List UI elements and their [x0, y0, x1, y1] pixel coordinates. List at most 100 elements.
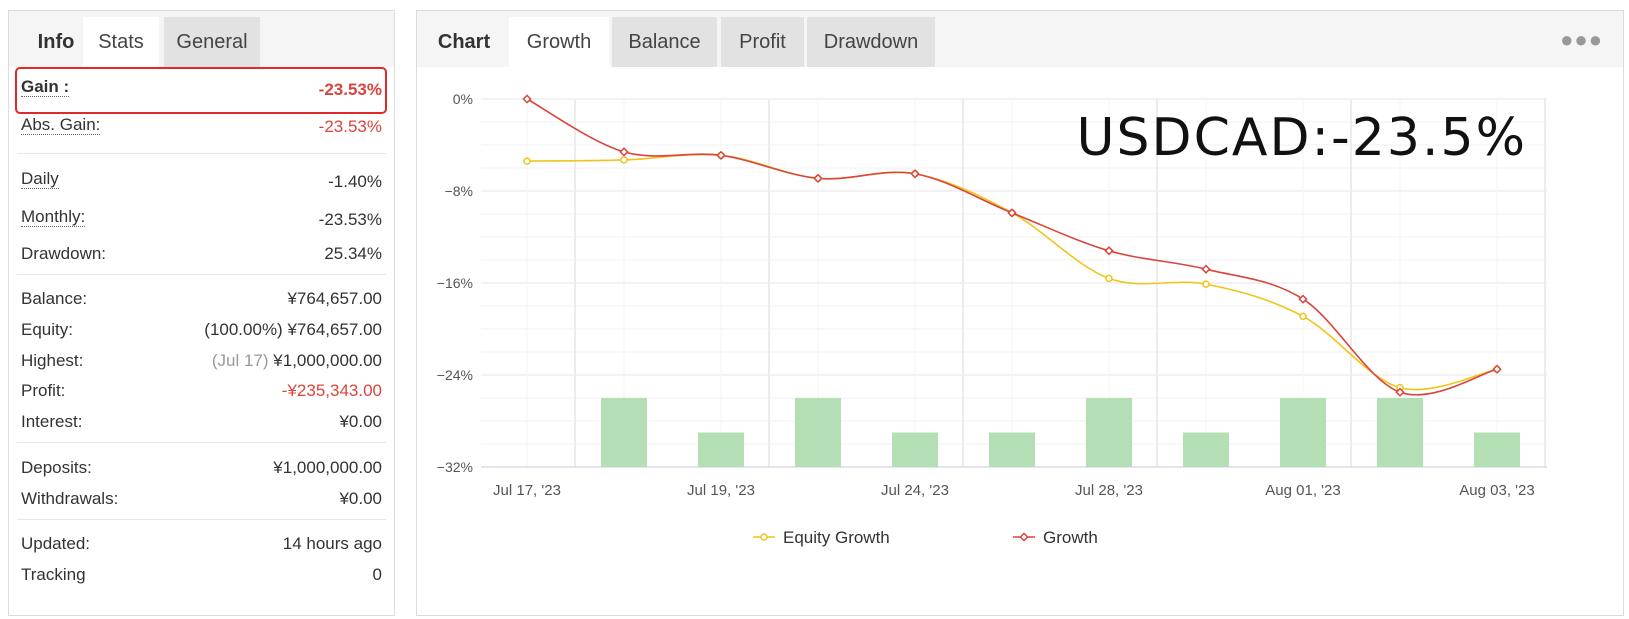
deposits-value: ¥1,000,000.00 [273, 458, 382, 477]
info-tabbar: Info Stats General [9, 11, 394, 67]
growth-chart: 0% −8% −16% −24% −32% Jul 17, '23 Jul 19, '23 J… [437, 91, 1547, 547]
bar [795, 398, 841, 467]
gain-label[interactable]: Gain : [21, 77, 70, 97]
highest-label: Highest: [21, 351, 84, 370]
abs-gain-value: -23.53% [318, 117, 382, 136]
tab-chart[interactable]: Chart [437, 31, 491, 53]
y-tick-label: −16% [437, 275, 473, 291]
withdrawals-value: ¥0.00 [339, 489, 382, 508]
monthly-value: -23.53% [318, 210, 382, 229]
chart-overlay-title: USDCAD:-23.5% [1076, 108, 1527, 168]
growth-point [1201, 264, 1211, 274]
drawdown-value: 25.34% [324, 244, 382, 263]
y-tick-label: −32% [437, 459, 473, 475]
bar [1183, 432, 1229, 467]
tab-balance[interactable]: Balance [612, 17, 717, 67]
growth-point [619, 147, 629, 157]
x-tick-label: Jul 28, '23 [1075, 482, 1143, 499]
equity-row: Equity: (100.00%) ¥764,657.00 [21, 314, 382, 344]
more-options-icon[interactable]: ●●● [1560, 27, 1603, 52]
profit-label: Profit: [21, 381, 66, 400]
gain-value: -23.53% [318, 80, 382, 99]
deposits-label: Deposits: [21, 458, 92, 477]
daily-value: -1.40% [328, 172, 382, 191]
highest-row: Highest: (Jul 17) ¥1,000,000.00 [21, 345, 382, 375]
bar [892, 432, 938, 467]
growth-point [522, 94, 532, 104]
bar [989, 432, 1035, 467]
x-tick-label: Aug 03, '23 [1459, 482, 1534, 499]
legend-growth-label: Growth [1043, 528, 1098, 547]
updated-row: Updated: 14 hours ago [21, 528, 382, 558]
monthly-row: Monthly: -23.53% [21, 201, 382, 231]
withdrawals-label: Withdrawals: [21, 489, 119, 508]
growth-point [1007, 208, 1017, 218]
deposits-row: Deposits: ¥1,000,000.00 [21, 452, 382, 482]
equity-growth-point [523, 157, 531, 165]
drawdown-label: Drawdown: [21, 244, 107, 263]
bar [1474, 432, 1520, 467]
equity-percent: (100.00%) [204, 320, 283, 339]
tab-drawdown[interactable]: Drawdown [807, 17, 935, 67]
highest-value: ¥1,000,000.00 [273, 351, 382, 370]
x-tick-label: Jul 17, '23 [493, 482, 561, 499]
y-tick-label: −8% [445, 183, 473, 199]
bar [698, 432, 744, 467]
profit-row: Profit: -¥235,343.00 [21, 375, 382, 405]
chart-panel: Chart Growth Balance Profit Drawdown ●●●… [416, 10, 1624, 616]
growth-point [1298, 294, 1308, 304]
divider [17, 153, 386, 154]
equity-growth-point [1202, 280, 1210, 288]
highest-date: (Jul 17) [211, 351, 269, 370]
legend-growth-marker [1019, 532, 1029, 542]
growth-point [1492, 364, 1502, 374]
gain-highlight-box [15, 67, 387, 114]
x-tick-label: Aug 01, '23 [1265, 482, 1340, 499]
tab-profit[interactable]: Profit [721, 17, 804, 67]
updated-value: 14 hours ago [282, 534, 382, 553]
equity-growth-point [1299, 312, 1307, 321]
bar [1377, 398, 1423, 467]
growth-point [1395, 387, 1405, 397]
growth-point [910, 169, 920, 179]
tab-info[interactable]: Info [37, 31, 75, 53]
highest-value-group: (Jul 17) ¥1,000,000.00 [212, 351, 382, 371]
tracking-label: Tracking [21, 565, 86, 584]
daily-row: Daily -1.40% [21, 163, 382, 193]
updated-label: Updated: [21, 534, 90, 553]
gain-row: Gain : -23.53% [21, 71, 382, 101]
balance-label: Balance: [21, 289, 88, 308]
monthly-label[interactable]: Monthly: [21, 207, 86, 227]
tab-stats[interactable]: Stats [83, 17, 159, 67]
withdrawals-row: Withdrawals: ¥0.00 [21, 483, 382, 513]
interest-row: Interest: ¥0.00 [21, 406, 382, 436]
abs-gain-row: Abs. Gain: -23.53% [21, 109, 382, 139]
bar [1086, 398, 1132, 467]
y-tick-label: −24% [437, 367, 473, 383]
drawdown-row: Drawdown: 25.34% [21, 238, 382, 268]
divider [17, 519, 386, 520]
chart-tabbar: Chart Growth Balance Profit Drawdown ●●● [417, 11, 1623, 67]
x-tick-label: Jul 19, '23 [687, 482, 755, 499]
equity-growth-point [1105, 274, 1113, 283]
bar [1280, 398, 1326, 467]
equity-growth-point [620, 156, 628, 164]
abs-gain-label[interactable]: Abs. Gain: [21, 115, 101, 135]
y-tick-label: 0% [453, 91, 473, 107]
tab-general[interactable]: General [164, 17, 260, 67]
x-tick-label: Jul 24, '23 [881, 482, 949, 499]
growth-point [716, 150, 726, 161]
growth-point [813, 173, 823, 184]
divider [17, 274, 386, 275]
tab-growth[interactable]: Growth [509, 17, 609, 67]
interest-value: ¥0.00 [339, 412, 382, 431]
legend-equity-growth-label: Equity Growth [783, 528, 890, 547]
tracking-value: 0 [372, 565, 382, 584]
profit-value: -¥235,343.00 [281, 381, 382, 400]
equity-value: ¥764,657.00 [287, 320, 382, 339]
growth-point [1104, 246, 1114, 256]
equity-value-group: (100.00%) ¥764,657.00 [204, 320, 382, 340]
equity-label: Equity: [21, 320, 73, 339]
balance-value: ¥764,657.00 [287, 289, 382, 308]
daily-label[interactable]: Daily [21, 169, 59, 189]
